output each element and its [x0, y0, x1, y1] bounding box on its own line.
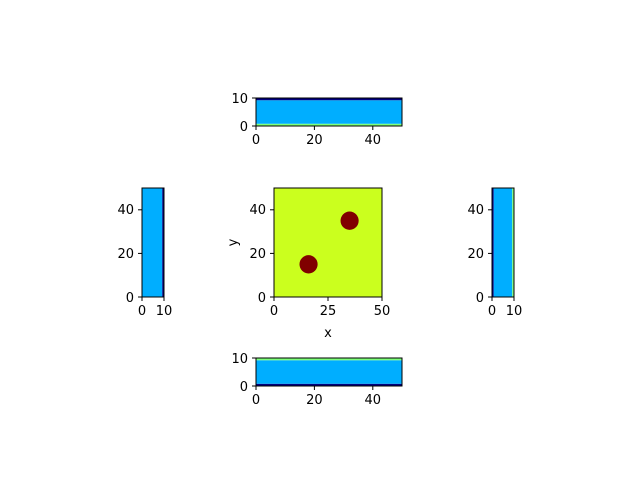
main-ytick-label: 40 [249, 203, 266, 218]
particle-circle [340, 211, 359, 230]
left-xtick-label: 0 [138, 304, 146, 319]
left-band [142, 188, 163, 297]
main-yaxis-label: y [226, 238, 241, 246]
bottom-panel-frame [255, 357, 403, 387]
top-band [256, 100, 402, 124]
field-background [274, 188, 382, 297]
particle-circle [299, 255, 318, 274]
right-panel-fill [492, 188, 514, 297]
bottom-band [256, 360, 402, 384]
main-xtick-label: 25 [320, 304, 337, 319]
bottom-band [256, 383, 402, 386]
top-band [256, 98, 402, 101]
left-panel-ticks: 0 10 0 20 40 [117, 203, 172, 319]
left-panel-fill [142, 188, 164, 297]
right-band [493, 188, 513, 297]
right-band [492, 188, 494, 297]
top-panel: 0 20 40 0 10 [231, 92, 403, 148]
bottom-panel-fill [256, 358, 402, 386]
bottom-ytick-label: 0 [240, 380, 248, 395]
right-band [512, 188, 514, 297]
main-panel: 0 25 50 0 20 40 x y [226, 187, 390, 341]
top-band [256, 123, 402, 126]
bottom-xtick-label: 40 [365, 393, 382, 408]
main-ytick-label: 20 [249, 247, 266, 262]
bottom-panel: 0 20 40 0 10 [231, 352, 403, 408]
main-ytick-label: 0 [258, 291, 266, 306]
top-xtick-label: 0 [252, 133, 260, 148]
left-panel-frame [141, 187, 165, 298]
right-xtick-label: 10 [506, 304, 523, 319]
left-xtick-label: 10 [156, 304, 173, 319]
bottom-xtick-label: 20 [306, 393, 323, 408]
top-ytick-label: 0 [240, 120, 248, 135]
main-xtick-label: 0 [270, 304, 278, 319]
right-panel-frame [491, 187, 515, 298]
left-band [162, 188, 164, 297]
left-ytick-label: 20 [117, 247, 134, 262]
top-panel-frame [255, 97, 403, 127]
main-xaxis-label: x [324, 326, 332, 341]
top-ytick-label: 10 [231, 92, 248, 107]
right-panel: 0 10 0 20 40 [467, 187, 522, 319]
main-xtick-label: 50 [374, 304, 391, 319]
bottom-ytick-label: 10 [231, 352, 248, 367]
right-ytick-label: 20 [467, 247, 484, 262]
right-ytick-label: 40 [467, 203, 484, 218]
top-panel-fill [256, 98, 402, 126]
right-xtick-label: 0 [488, 304, 496, 319]
right-panel-ticks: 0 10 0 20 40 [467, 203, 522, 319]
main-panel-fill [274, 188, 382, 297]
right-ytick-label: 0 [476, 291, 484, 306]
bottom-panel-ticks: 0 20 40 0 10 [231, 352, 381, 408]
top-panel-ticks: 0 20 40 0 10 [231, 92, 381, 148]
left-ytick-label: 0 [126, 291, 134, 306]
left-ytick-label: 40 [117, 203, 134, 218]
left-panel: 0 10 0 20 40 [117, 187, 172, 319]
main-panel-ticks: 0 25 50 0 20 40 [249, 203, 390, 319]
main-panel-particles [299, 211, 359, 274]
bottom-band [256, 358, 402, 361]
bottom-xtick-label: 0 [252, 393, 260, 408]
top-xtick-label: 40 [365, 133, 382, 148]
top-xtick-label: 20 [306, 133, 323, 148]
